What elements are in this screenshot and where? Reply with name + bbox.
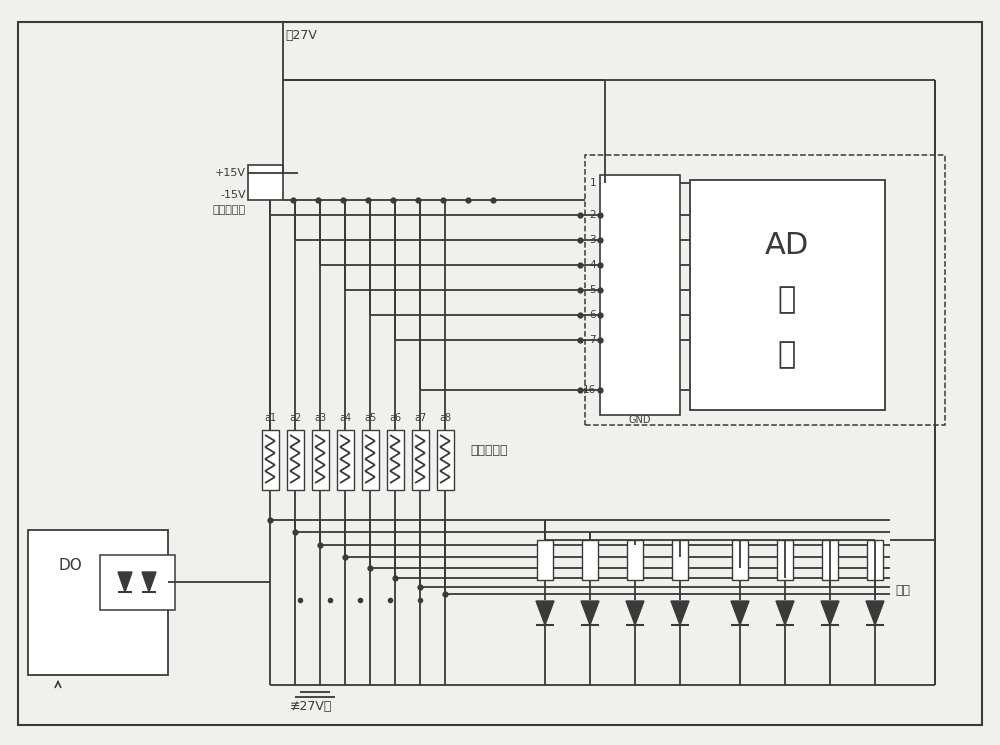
Text: 泄放: 泄放 [895,583,910,597]
Text: 换: 换 [778,340,796,370]
Text: AD: AD [765,230,809,259]
Bar [362,430,379,490]
Polygon shape [142,572,156,592]
Bar [690,180,885,410]
Text: +15V: +15V [215,168,246,178]
Text: a7: a7 [414,413,426,423]
Polygon shape [581,601,599,625]
Text: -15V: -15V [220,190,246,200]
Text: 转: 转 [778,285,796,314]
Text: 欣27V: 欣27V [285,28,317,42]
Bar [627,540,643,580]
Bar [262,430,279,490]
Text: a8: a8 [439,413,451,423]
Text: DO: DO [58,557,82,572]
Polygon shape [866,601,884,625]
Bar [287,430,304,490]
Text: ≢27V地: ≢27V地 [290,700,332,714]
Text: 6: 6 [589,310,596,320]
Text: 16: 16 [583,385,596,395]
Bar [600,175,680,415]
Polygon shape [626,601,644,625]
Text: 5: 5 [589,285,596,295]
Bar [337,430,354,490]
Bar [412,430,429,490]
Bar [732,540,748,580]
Text: a4: a4 [339,413,351,423]
Polygon shape [536,601,554,625]
Bar [822,540,838,580]
Bar [437,430,454,490]
Bar [537,540,553,580]
Text: 7: 7 [589,335,596,345]
Text: a2: a2 [289,413,301,423]
Bar [28,530,168,675]
Text: 电流传感器: 电流传感器 [213,205,246,215]
Polygon shape [671,601,689,625]
Text: 1: 1 [589,178,596,188]
Bar [100,555,175,610]
Bar [312,430,329,490]
Bar [585,155,945,425]
Polygon shape [821,601,839,625]
Text: 4: 4 [589,260,596,270]
Polygon shape [118,572,132,592]
Text: a3: a3 [314,413,326,423]
Bar [867,540,883,580]
Text: a1: a1 [264,413,276,423]
Bar [777,540,793,580]
Text: a5: a5 [364,413,376,423]
Text: 3: 3 [589,235,596,245]
Polygon shape [731,601,749,625]
Polygon shape [776,601,794,625]
Bar [387,430,404,490]
Text: a6: a6 [389,413,401,423]
Text: GND: GND [629,415,651,425]
Text: 2: 2 [589,210,596,220]
Bar [582,540,598,580]
Bar [672,540,688,580]
Bar [248,165,283,200]
Text: 负载电磁阀: 负载电磁阀 [470,443,508,457]
